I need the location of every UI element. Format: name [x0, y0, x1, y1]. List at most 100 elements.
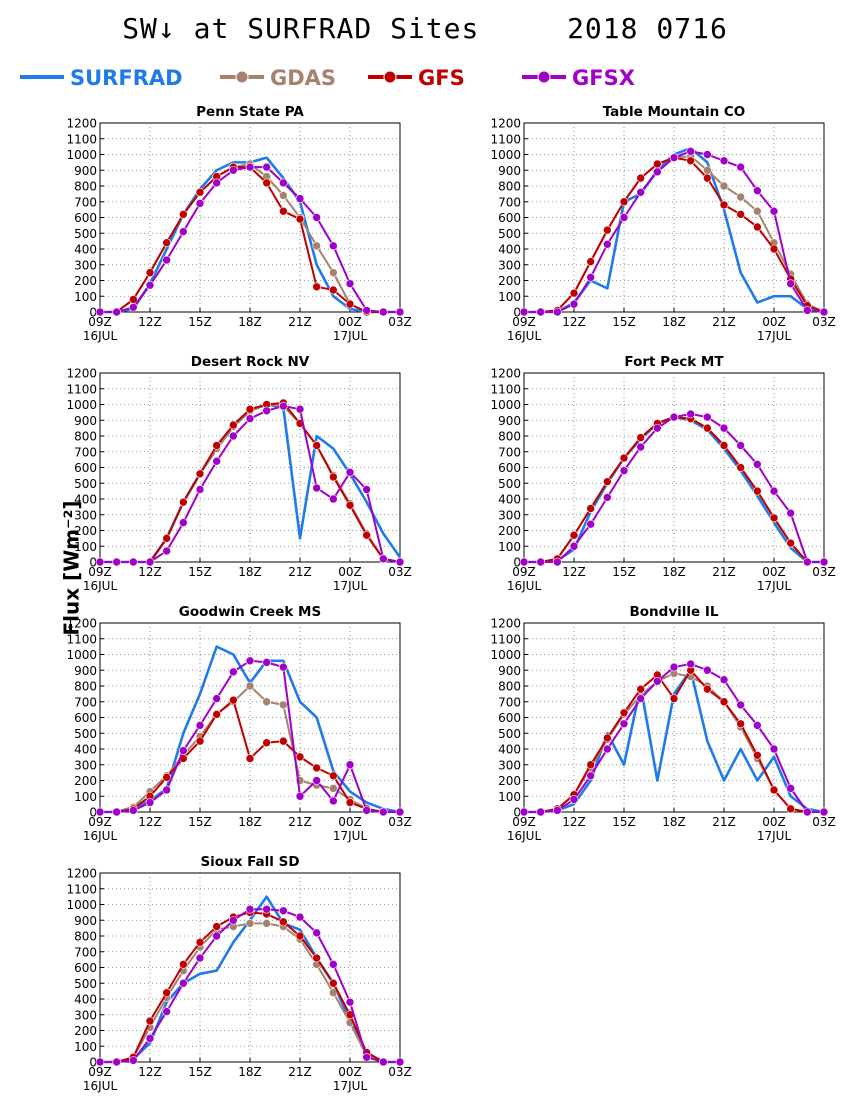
data-point-gfs [295, 214, 305, 224]
data-point-gfsx [519, 557, 529, 567]
x-tick-label: 21Z [288, 1065, 312, 1079]
data-point-gdas [753, 206, 762, 216]
panel-title: Sioux Fall SD [200, 854, 299, 870]
data-point-gfs [145, 268, 155, 277]
data-point-gfs [703, 423, 712, 433]
data-point-gfsx [262, 162, 271, 172]
x-tick-label: 12Z [138, 1065, 162, 1079]
data-point-gfs [162, 534, 171, 543]
x-tick-label: 12Z [138, 815, 162, 829]
data-point-gfsx [162, 785, 171, 795]
data-point-gfs [329, 285, 338, 295]
y-tick-label: 100 [498, 540, 521, 554]
y-tick-label: 300 [74, 758, 97, 772]
x-date-label: 17JUL [333, 829, 368, 843]
x-tick-label: 15Z [612, 565, 636, 579]
data-point-gfs [345, 500, 355, 510]
y-tick-label: 1000 [490, 148, 521, 162]
data-point-gdas [719, 181, 729, 191]
data-point-gfs [312, 441, 321, 450]
data-point-gfs [653, 159, 662, 169]
y-tick-label: 300 [498, 758, 521, 772]
data-point-gfs [603, 477, 612, 486]
y-tick-label: 300 [74, 258, 97, 272]
data-point-gfsx [586, 519, 595, 529]
x-tick-label: 15Z [612, 815, 636, 829]
data-point-gfs [619, 453, 629, 463]
x-date-label: 16JUL [507, 329, 542, 343]
data-point-gfsx [129, 1056, 138, 1065]
x-tick-label: 12Z [138, 315, 162, 329]
plot-frame [523, 622, 825, 813]
data-point-gfsx [295, 194, 305, 203]
data-point-gfsx [736, 700, 745, 710]
panel-title: Desert Rock NV [191, 354, 310, 370]
y-tick-label: 1100 [66, 632, 97, 646]
y-tick-label: 1200 [490, 117, 521, 131]
x-tick-label: 21Z [712, 315, 736, 329]
data-point-gfsx [112, 807, 121, 817]
y-tick-label: 700 [74, 695, 97, 709]
data-point-gfsx [162, 1007, 171, 1016]
x-tick-label: 09Z [88, 315, 112, 329]
legend-swatch-gdas [220, 70, 264, 84]
data-point-gfsx [229, 431, 238, 441]
data-point-gfsx [669, 412, 679, 422]
x-tick-label: 15Z [188, 315, 212, 329]
data-point-gfsx [295, 404, 305, 414]
data-point-gfs [586, 760, 595, 770]
y-tick-label: 1200 [66, 867, 97, 881]
data-point-gfs [145, 1016, 155, 1026]
x-tick-label: 00Z [338, 565, 362, 579]
y-tick-label: 1000 [66, 648, 97, 662]
y-tick-label: 600 [74, 461, 97, 475]
y-tick-label: 1200 [490, 617, 521, 631]
x-tick-label: 18Z [238, 1065, 262, 1079]
data-point-gfsx [536, 557, 545, 567]
data-point-gfsx [279, 662, 288, 672]
data-point-gfsx [329, 960, 338, 969]
data-point-gfsx [719, 156, 729, 166]
data-point-gfsx [653, 423, 662, 433]
legend-label-gdas: GDAS [270, 66, 337, 90]
data-point-gfsx [379, 307, 388, 317]
data-point-gfs [619, 708, 629, 718]
data-point-gdas [262, 919, 271, 928]
data-point-gfsx [379, 554, 388, 564]
data-point-gfsx [395, 557, 405, 567]
y-tick-label: 800 [74, 680, 97, 694]
data-point-gfsx [703, 150, 712, 159]
y-tick-label: 500 [74, 227, 97, 241]
data-point-gfs [786, 804, 795, 814]
panel-title: Penn State PA [196, 104, 304, 120]
y-tick-label: 1100 [490, 382, 521, 396]
panel-title: Goodwin Creek MS [179, 604, 321, 620]
data-point-gfsx [803, 306, 812, 315]
data-point-gfsx [703, 665, 712, 675]
y-tick-label: 700 [74, 445, 97, 459]
y-tick-label: 300 [498, 508, 521, 522]
y-tick-label: 600 [74, 711, 97, 725]
data-point-gfsx [95, 557, 105, 567]
data-point-gfs [769, 513, 779, 523]
data-point-gfsx [819, 557, 829, 567]
y-tick-label: 200 [498, 274, 521, 288]
x-tick-label: 09Z [88, 1065, 112, 1079]
data-point-gfs [736, 463, 745, 472]
y-tick-label: 1100 [490, 632, 521, 646]
x-tick-label: 03Z [812, 565, 836, 579]
y-tick-label: 800 [498, 430, 521, 444]
legend-swatch-surfrad [20, 75, 64, 79]
data-point-gfsx [736, 441, 745, 450]
data-point-gfs [719, 200, 729, 210]
panel-penn-state-pa: Penn State PA010020030040050060070080090… [66, 104, 411, 343]
y-tick-label: 500 [498, 727, 521, 741]
data-point-gfsx [195, 953, 205, 963]
data-point-gfs [362, 530, 371, 540]
y-tick-label: 900 [74, 914, 97, 928]
data-point-gfsx [295, 912, 305, 922]
y-tick-label: 900 [74, 414, 97, 428]
data-point-gfs [195, 937, 205, 947]
x-tick-label: 09Z [512, 815, 536, 829]
data-point-gfsx [162, 255, 171, 265]
